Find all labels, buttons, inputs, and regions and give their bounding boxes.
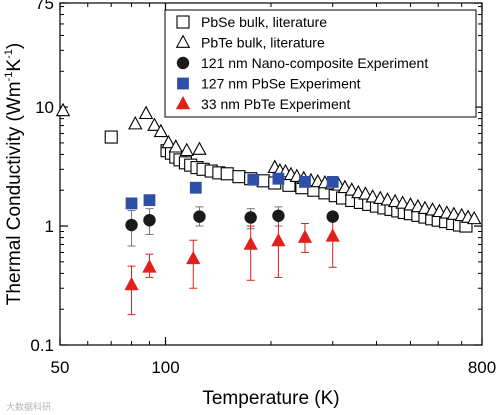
x-tick-label: 50 (51, 358, 70, 377)
legend-label: PbTe bulk, literature (201, 35, 325, 51)
legend-marker (175, 34, 191, 48)
data-point (125, 218, 138, 232)
data-point (153, 123, 169, 138)
x-tick-label: 800 (468, 358, 496, 377)
minor-ticks (60, 3, 482, 345)
watermark: 大数据科研 (6, 401, 51, 413)
x-axis-label: Temperature (K) (202, 388, 339, 409)
data-point (161, 134, 176, 149)
data-point (142, 259, 157, 273)
data-point (326, 210, 339, 223)
y-tick-label: 1 (45, 217, 54, 236)
data-point (244, 211, 257, 224)
data-point (232, 170, 246, 184)
data-point (143, 194, 156, 207)
series-0 (104, 130, 473, 233)
y-tick-label: 75 (35, 0, 54, 13)
data-point (168, 139, 184, 153)
data-point (358, 186, 373, 200)
data-point (271, 232, 286, 247)
tick-labels: 50 100 800 0.1 1 10 75 (30, 0, 496, 377)
legend-label: 33 nm PbTe Experiment (201, 96, 351, 112)
legend-label: 121 nm Nano-composite Experiment (201, 55, 428, 71)
data-point (272, 172, 285, 185)
data-point (192, 141, 207, 155)
legend-box (164, 9, 477, 118)
data-point (128, 116, 143, 130)
data-point (125, 197, 138, 210)
legend-marker (177, 77, 189, 90)
data-point (186, 250, 201, 265)
legend-marker (175, 96, 191, 110)
legend: PbSe bulk, literature PbTe bulk, literatu… (164, 9, 477, 118)
data-point (325, 228, 340, 242)
data-markers (55, 102, 482, 291)
data-point (466, 210, 482, 225)
legend-label: 127 nm PbSe Experiment (201, 76, 361, 92)
data-point (104, 130, 118, 144)
legend-marker (176, 15, 190, 29)
legend-label: PbSe bulk, literature (201, 14, 327, 30)
data-point (124, 276, 139, 291)
x-tick-label: 100 (151, 358, 179, 377)
data-point (272, 209, 285, 222)
data-point (326, 176, 339, 188)
legend-marker (176, 56, 190, 70)
data-point (243, 236, 258, 250)
data-point (395, 195, 410, 209)
data-point (138, 105, 154, 120)
series-3 (125, 172, 339, 210)
error-bars (127, 206, 337, 316)
data-point (220, 167, 234, 181)
data-point (297, 229, 313, 243)
y-tick-label: 10 (35, 98, 54, 117)
data-point (299, 176, 311, 188)
data-point (147, 117, 162, 131)
data-point (179, 142, 194, 157)
series-1 (55, 102, 482, 225)
data-point (55, 102, 71, 117)
series-4 (124, 228, 340, 291)
y-axis-label: Thermal Conductivity (Wm-1K-1) (3, 43, 25, 305)
data-point (143, 213, 156, 227)
data-point (247, 173, 260, 186)
data-point (193, 210, 206, 223)
series-2 (125, 209, 339, 232)
watermark-text: 大数据科研 (6, 401, 51, 413)
y-tick-label: 0.1 (30, 336, 54, 355)
data-point (189, 181, 202, 194)
